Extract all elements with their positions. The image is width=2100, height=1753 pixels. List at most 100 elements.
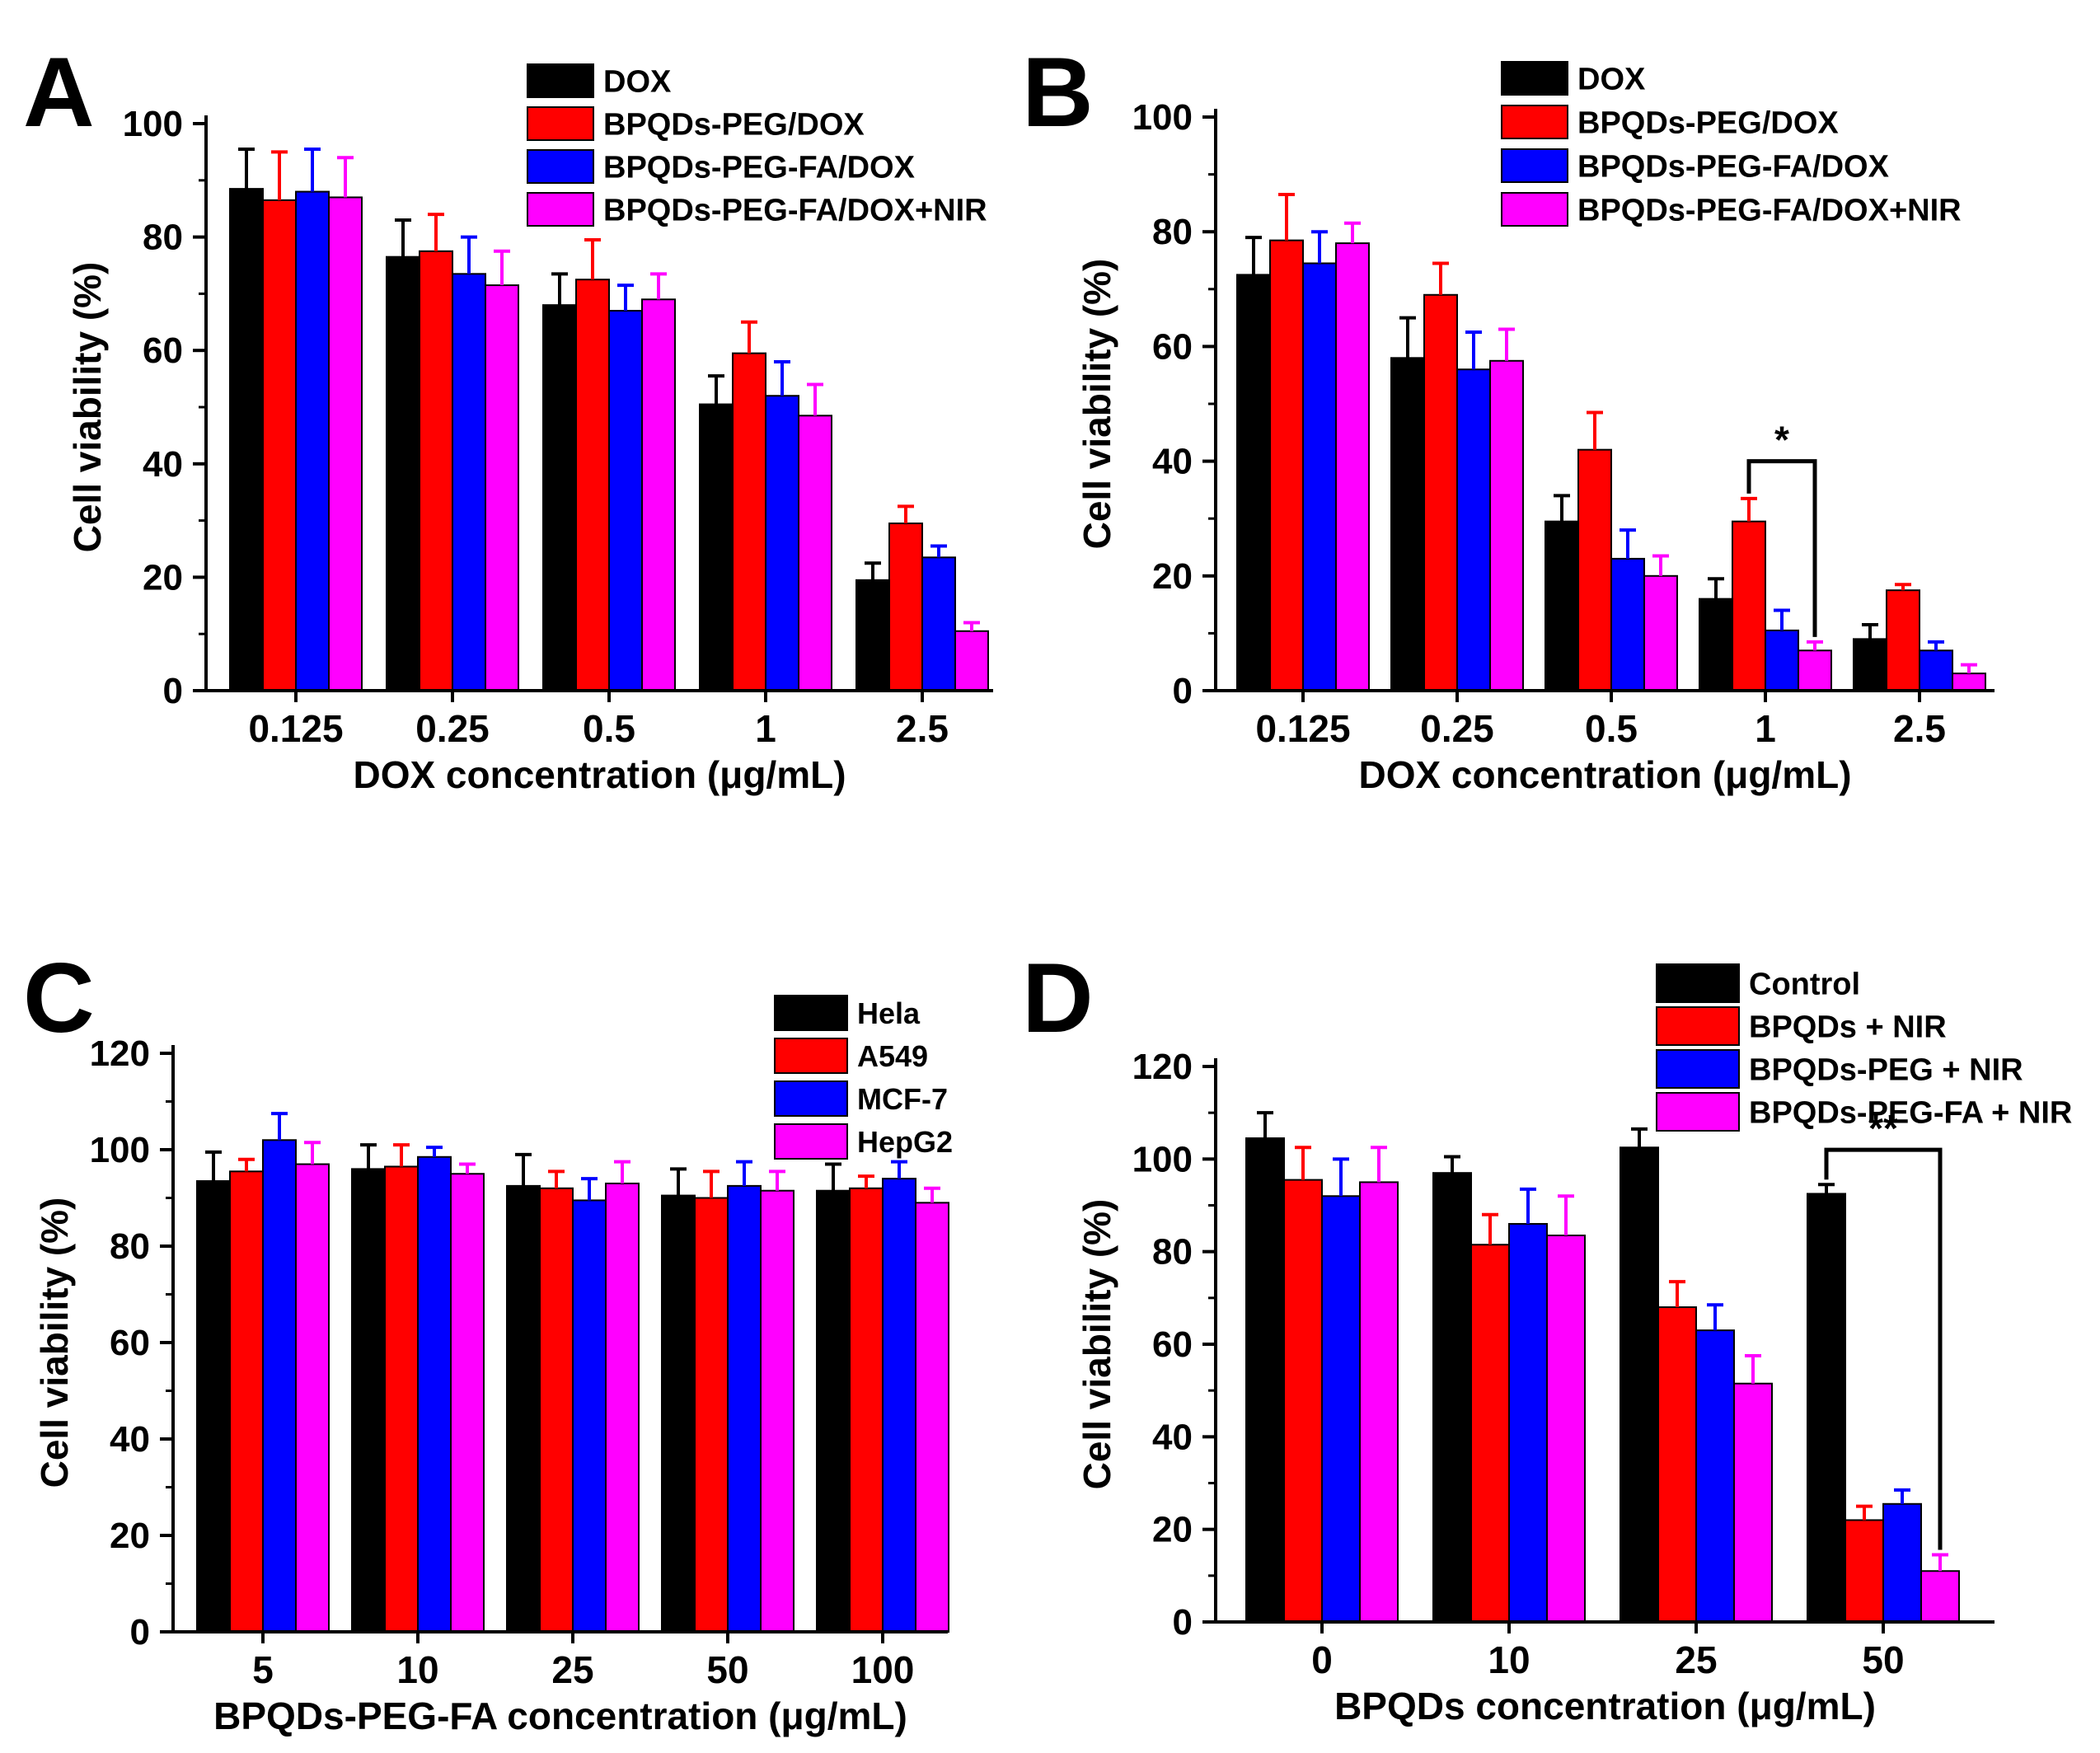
panel-d-legend-label: Control bbox=[1749, 968, 1860, 1002]
panel-c-bar bbox=[694, 1197, 729, 1633]
panel-d-bar bbox=[1245, 1137, 1285, 1623]
panel-d-bar bbox=[1470, 1244, 1510, 1624]
panel-c-bar bbox=[229, 1170, 264, 1633]
panel-a-bar bbox=[262, 199, 297, 691]
panel-d-bar bbox=[1695, 1329, 1735, 1624]
panel-b-x-tick-label: 0.25 bbox=[1420, 707, 1494, 750]
panel-a-bar bbox=[386, 255, 420, 691]
panel-b-bar bbox=[1390, 357, 1425, 691]
panel-d-bar bbox=[1321, 1195, 1361, 1624]
panel-b-legend-label: BPQDs-PEG-FA/DOX+NIR bbox=[1577, 194, 1962, 228]
panel-d-letter: D bbox=[1022, 943, 1094, 1053]
panel-a-x-tick-label: 0.5 bbox=[583, 707, 635, 750]
panel-a-y-tick-label: 40 bbox=[143, 444, 183, 485]
panel-c-bar bbox=[727, 1184, 762, 1633]
panel-d-legend-swatch bbox=[1656, 1092, 1740, 1132]
panel-a-bar bbox=[954, 630, 989, 692]
panel-d-bar bbox=[1920, 1570, 1960, 1624]
panel-d-bar bbox=[1508, 1222, 1548, 1623]
panel-d-legend-swatch bbox=[1656, 1006, 1740, 1046]
panel-a-bar bbox=[485, 284, 519, 691]
panel-b-bar bbox=[1423, 293, 1458, 691]
panel-a-bar bbox=[732, 352, 766, 691]
panel-b-plot: 0 20 40 60 80 100 0.125 0.25 0.5 1 2.5 DOX concentr… bbox=[1076, 61, 1995, 796]
panel-c-bar bbox=[849, 1187, 884, 1633]
panel-a-bar bbox=[765, 395, 799, 691]
panel-b-bar bbox=[1952, 673, 1986, 691]
panel-d-bar bbox=[1546, 1235, 1586, 1623]
panel-c-bar bbox=[572, 1199, 607, 1633]
panel-a-bar bbox=[452, 273, 486, 691]
panel-c-bar bbox=[816, 1189, 851, 1633]
panel-c-x-axis-title: BPQDs-PEG-FA concentration (μg/mL) bbox=[213, 1694, 907, 1737]
panel-a-bar bbox=[699, 403, 734, 691]
panel-c-y-tick-label: 20 bbox=[110, 1516, 150, 1556]
panel-b-y-tick-label: 80 bbox=[1152, 212, 1193, 252]
panel-c-y-tick-label: 0 bbox=[130, 1612, 150, 1652]
panel-a: A 0 20 40 60 80 100 0.125 0.25 0.5 1 2.5 DOX concen… bbox=[23, 37, 993, 796]
panel-a-y-axis-title: Cell viability (%) bbox=[66, 262, 109, 553]
panel-b-x-tick-label: 1 bbox=[1755, 707, 1776, 750]
panel-a-x-axis-title: DOX concentration (μg/mL) bbox=[353, 753, 846, 796]
panel-c-legend-label: Hela bbox=[857, 996, 921, 1030]
panel-c-bar bbox=[882, 1178, 916, 1633]
panel-a-legend-label: BPQDs-PEG-FA/DOX bbox=[603, 151, 916, 185]
panel-b-legend-swatch bbox=[1501, 105, 1568, 139]
panel-d-significance-bracket bbox=[1824, 1147, 1943, 1550]
panel-b-bar bbox=[1610, 557, 1645, 691]
panel-b-x-tick-label: 0.5 bbox=[1585, 707, 1638, 750]
panel-b-bar bbox=[1489, 359, 1524, 691]
panel-d-significance-label: ** bbox=[1868, 1107, 1898, 1150]
panel-a-bar bbox=[328, 196, 363, 691]
panel-a-x-tick-label: 1 bbox=[755, 707, 776, 750]
panel-c-legend-swatch bbox=[774, 1080, 848, 1117]
panel-b-legend-label: BPQDs-PEG/DOX bbox=[1577, 106, 1839, 141]
panel-d-bar bbox=[1283, 1179, 1323, 1623]
panel-c-bar bbox=[262, 1139, 297, 1633]
panel-c-x-tick-label: 50 bbox=[706, 1648, 748, 1691]
panel-a-bar bbox=[295, 190, 330, 691]
panel-c-legend-swatch bbox=[774, 995, 848, 1031]
panel-d-y-tick-label: 20 bbox=[1152, 1510, 1193, 1550]
panel-b-significance-bracket bbox=[1746, 459, 1817, 637]
panel-b-letter: B bbox=[1022, 37, 1094, 148]
panel-a-bar bbox=[641, 298, 676, 691]
panel-d-bar bbox=[1359, 1181, 1399, 1623]
panel-c-bar bbox=[539, 1187, 574, 1633]
panel-c-y-tick-label: 120 bbox=[90, 1034, 150, 1074]
panel-b-bar bbox=[1577, 448, 1612, 691]
panel-a-y-tick-label: 20 bbox=[143, 557, 183, 598]
panel-d-x-axis-title: BPQDs concentration (μg/mL) bbox=[1334, 1685, 1876, 1727]
panel-c-bar bbox=[450, 1173, 485, 1633]
panel-c-y-axis-title: Cell viability (%) bbox=[33, 1198, 76, 1488]
panel-c-bar bbox=[196, 1180, 231, 1633]
panel-b-bar bbox=[1798, 649, 1832, 692]
panel-b-significance-label: * bbox=[1774, 419, 1789, 462]
panel-b-legend-swatch bbox=[1501, 61, 1568, 96]
panel-d-y-tick-label: 100 bbox=[1132, 1139, 1193, 1179]
panel-c-bar bbox=[506, 1184, 541, 1633]
panel-b-bar bbox=[1732, 520, 1766, 691]
panel-c-bar bbox=[661, 1194, 696, 1633]
panel-a-legend-swatch bbox=[527, 63, 594, 98]
panel-a-legend-swatch bbox=[527, 192, 594, 227]
panel-a-y-tick-label: 80 bbox=[143, 218, 183, 258]
panel-b-bar bbox=[1853, 638, 1887, 691]
panel-d-y-tick-label: 80 bbox=[1152, 1232, 1193, 1273]
panel-c-bar bbox=[760, 1189, 795, 1633]
panel-d-y-tick-label: 120 bbox=[1132, 1047, 1193, 1087]
panel-b-bar bbox=[1886, 589, 1920, 692]
panel-c-x-tick-label: 10 bbox=[396, 1648, 438, 1691]
panel-a-x-tick-label: 2.5 bbox=[896, 707, 949, 750]
panel-c-y-tick-label: 80 bbox=[110, 1226, 150, 1267]
panel-a-y-tick-label: 0 bbox=[163, 671, 183, 711]
panel-d-y-axis-title: Cell viability (%) bbox=[1076, 1199, 1118, 1490]
panel-a-bar bbox=[855, 579, 890, 692]
panel-a-bar bbox=[798, 415, 832, 691]
panel-c-y-tick-label: 100 bbox=[90, 1130, 150, 1170]
panel-b-y-tick-label: 20 bbox=[1152, 556, 1193, 597]
panel-c-x-tick-label: 5 bbox=[252, 1648, 274, 1691]
panel-b-bar bbox=[1699, 598, 1733, 692]
